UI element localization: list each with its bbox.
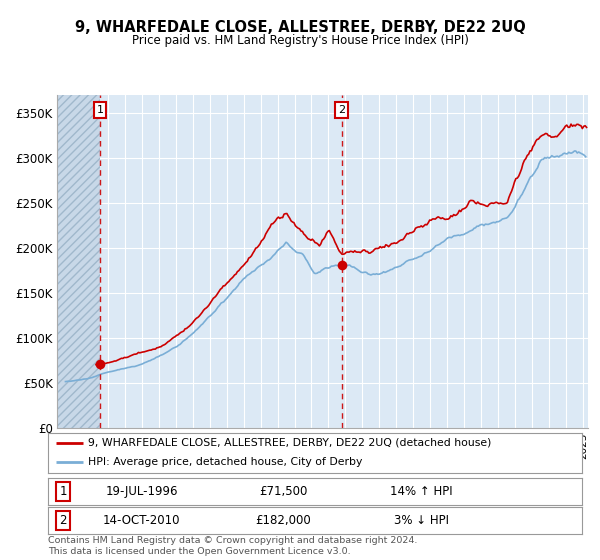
Text: 2: 2 (59, 514, 67, 527)
Text: Contains HM Land Registry data © Crown copyright and database right 2024.
This d: Contains HM Land Registry data © Crown c… (48, 536, 418, 556)
Text: 3% ↓ HPI: 3% ↓ HPI (394, 514, 449, 527)
Bar (57, 95, 100, 428)
Text: 14-OCT-2010: 14-OCT-2010 (103, 514, 180, 527)
Text: 1: 1 (59, 484, 67, 498)
Text: £182,000: £182,000 (255, 514, 311, 527)
Text: 2: 2 (338, 105, 346, 115)
Text: 9, WHARFEDALE CLOSE, ALLESTREE, DERBY, DE22 2UQ: 9, WHARFEDALE CLOSE, ALLESTREE, DERBY, D… (74, 20, 526, 35)
Text: £71,500: £71,500 (259, 484, 307, 498)
Text: 1: 1 (97, 105, 104, 115)
Text: 14% ↑ HPI: 14% ↑ HPI (391, 484, 453, 498)
Text: Price paid vs. HM Land Registry's House Price Index (HPI): Price paid vs. HM Land Registry's House … (131, 34, 469, 46)
Text: HPI: Average price, detached house, City of Derby: HPI: Average price, detached house, City… (88, 457, 362, 467)
Text: 19-JUL-1996: 19-JUL-1996 (105, 484, 178, 498)
Text: 9, WHARFEDALE CLOSE, ALLESTREE, DERBY, DE22 2UQ (detached house): 9, WHARFEDALE CLOSE, ALLESTREE, DERBY, D… (88, 438, 491, 448)
